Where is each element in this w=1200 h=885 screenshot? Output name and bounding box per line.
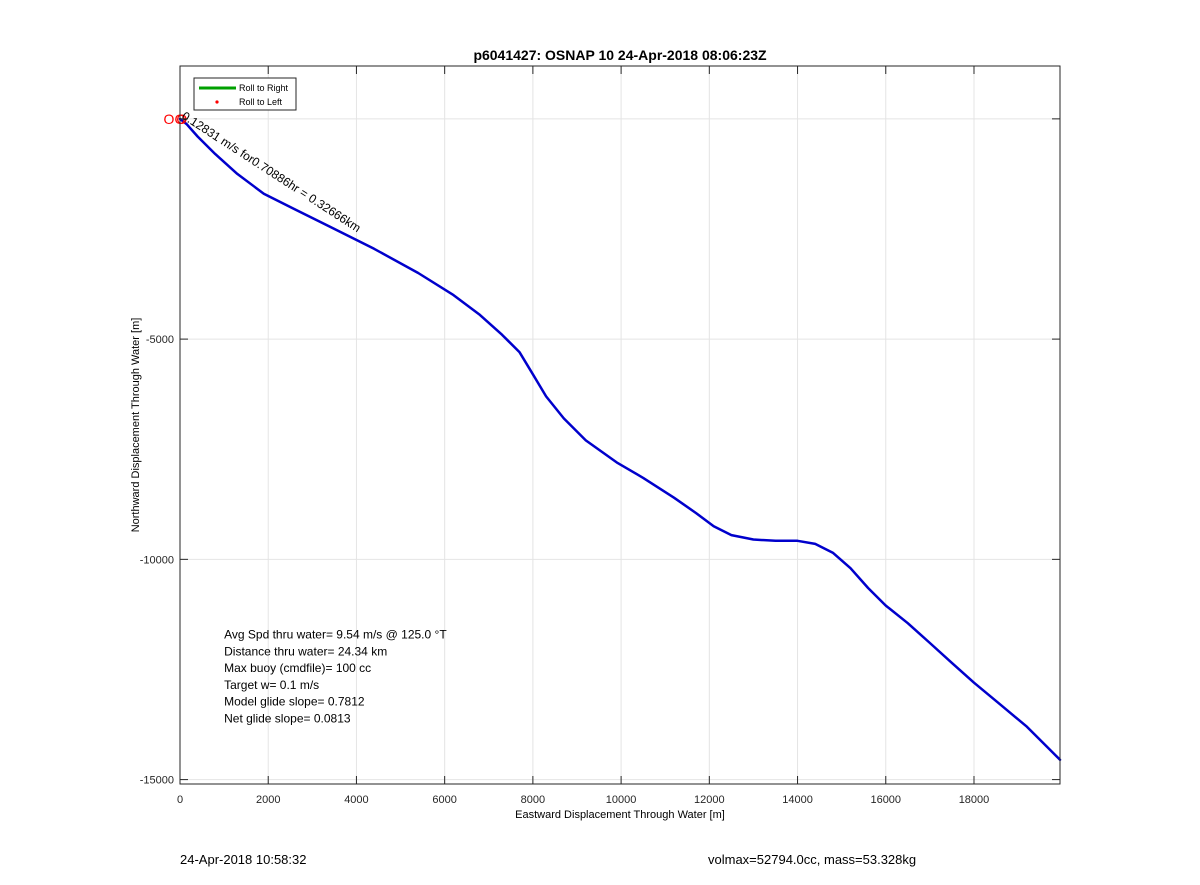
y-tick-label: -10000 xyxy=(140,554,174,566)
series-line xyxy=(178,117,1062,762)
legend-label: Roll to Right xyxy=(239,83,289,93)
stats-annotation: Target w= 0.1 m/s xyxy=(224,678,319,692)
stats-annotation: Distance thru water= 24.34 km xyxy=(224,644,387,658)
legend-swatch-dot xyxy=(215,100,219,104)
legend: Roll to Right Roll to Left xyxy=(193,77,297,111)
axes: 0 2000 4000 6000 8000 10000 12000 14000 16000 180… xyxy=(140,65,1061,806)
x-tick-label: 8000 xyxy=(521,794,545,806)
y-tick-label: -15000 xyxy=(140,775,174,787)
x-tick-label: 18000 xyxy=(959,794,990,806)
x-tick-label: 6000 xyxy=(432,794,456,806)
stats-annotation: Model glide slope= 0.7812 xyxy=(224,695,365,709)
x-tick-label: 2000 xyxy=(256,794,280,806)
x-tick-label: 16000 xyxy=(870,794,901,806)
stats-annotation: Max buoy (cmdfile)= 100 cc xyxy=(224,661,371,675)
legend-label: Roll to Left xyxy=(239,97,283,107)
x-tick-label: 0 xyxy=(177,794,183,806)
stats-annotation: Net glide slope= 0.0813 xyxy=(224,711,351,725)
stats-annotation: Avg Spd thru water= 9.54 m/s @ 125.0 °T xyxy=(224,628,447,642)
start-marker: O xyxy=(164,111,175,127)
axes-box xyxy=(179,65,1061,785)
x-tick-label: 14000 xyxy=(782,794,813,806)
footer-timestamp: 24-Apr-2018 10:58:32 xyxy=(180,852,307,867)
plot-area xyxy=(180,66,1060,784)
grid-lines xyxy=(179,66,1060,784)
y-tick-label: -5000 xyxy=(146,334,174,346)
x-tick-label: 12000 xyxy=(694,794,725,806)
x-axis-label: Eastward Displacement Through Water [m] xyxy=(515,809,725,821)
y-axis-label: Northward Displacement Through Water [m] xyxy=(130,318,142,533)
legend-box xyxy=(193,77,297,111)
footer-volmax-mass: volmax=52794.0cc, mass=53.328kg xyxy=(708,852,917,867)
chart-title: p6041427: OSNAP 10 24-Apr-2018 08:06:23Z xyxy=(473,47,767,63)
x-tick-label: 10000 xyxy=(606,794,637,806)
x-tick-label: 4000 xyxy=(344,794,368,806)
